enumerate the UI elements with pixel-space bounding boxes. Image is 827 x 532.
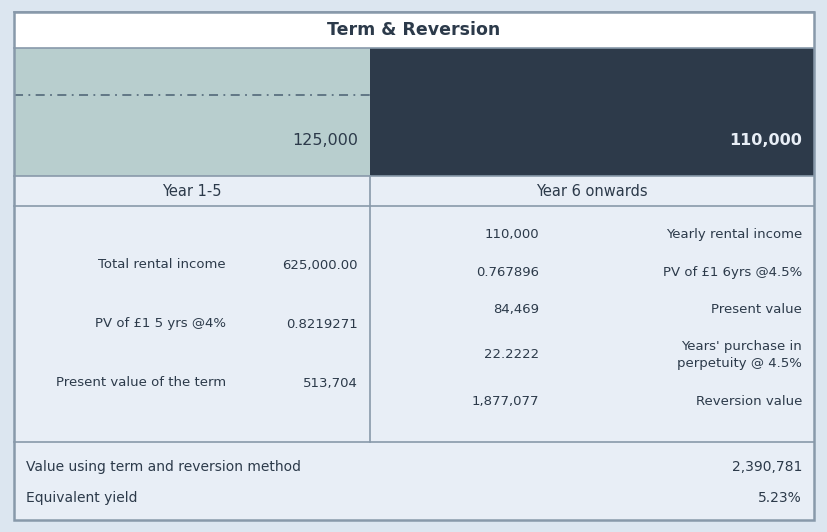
Text: 5.23%: 5.23% [758, 491, 801, 505]
Text: PV of £1 6yrs @4.5%: PV of £1 6yrs @4.5% [662, 265, 801, 279]
Bar [14, 48, 813, 176]
Text: 1,877,077: 1,877,077 [471, 395, 538, 409]
Text: 625,000.00: 625,000.00 [282, 259, 357, 271]
Bar [14, 442, 813, 520]
Text: 0.8219271: 0.8219271 [286, 318, 357, 330]
Bar [370, 48, 813, 176]
Text: 125,000: 125,000 [292, 132, 357, 148]
Bar [14, 176, 813, 206]
Bar [14, 12, 813, 48]
Text: Total rental income: Total rental income [98, 259, 226, 271]
Text: Year 1-5: Year 1-5 [162, 184, 222, 198]
Text: Present value: Present value [710, 303, 801, 317]
Text: Years' purchase in
perpetuity @ 4.5%: Years' purchase in perpetuity @ 4.5% [676, 339, 801, 370]
Text: 84,469: 84,469 [492, 303, 538, 317]
Text: 110,000: 110,000 [729, 132, 801, 148]
Text: Present value of the term: Present value of the term [55, 377, 226, 389]
Text: Term & Reversion: Term & Reversion [327, 21, 500, 39]
Text: Yearly rental income: Yearly rental income [665, 228, 801, 241]
Text: 0.767896: 0.767896 [476, 265, 538, 279]
Text: 110,000: 110,000 [484, 228, 538, 241]
Text: Value using term and reversion method: Value using term and reversion method [26, 460, 301, 474]
Text: 513,704: 513,704 [303, 377, 357, 389]
Text: PV of £1 5 yrs @4%: PV of £1 5 yrs @4% [95, 318, 226, 330]
Text: Equivalent yield: Equivalent yield [26, 491, 137, 505]
Text: 22.2222: 22.2222 [483, 348, 538, 361]
Text: Year 6 onwards: Year 6 onwards [536, 184, 647, 198]
Text: Reversion value: Reversion value [695, 395, 801, 409]
Bar [14, 48, 370, 176]
Text: 2,390,781: 2,390,781 [731, 460, 801, 474]
Bar [14, 206, 813, 442]
